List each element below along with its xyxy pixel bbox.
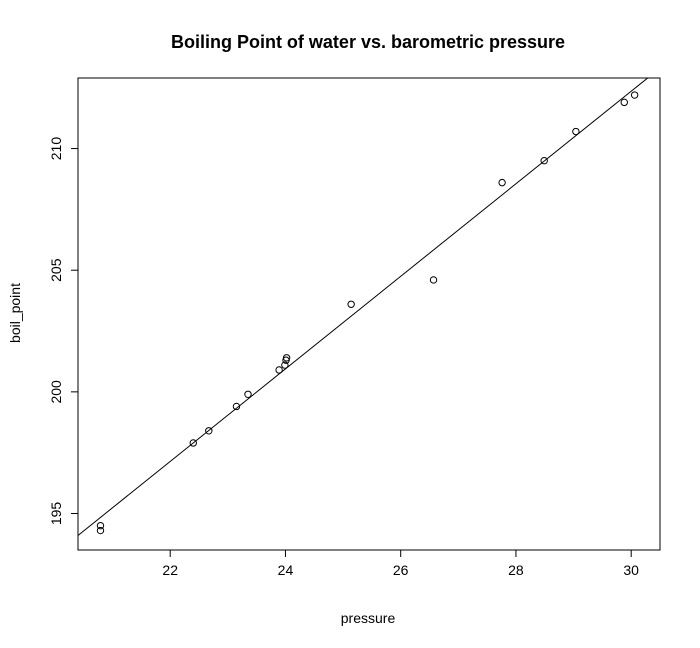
- y-tick-label-195: 195: [48, 502, 64, 526]
- regression-line: [78, 78, 649, 537]
- data-point-14: [572, 127, 580, 136]
- y-tick-label-200: 200: [48, 380, 64, 404]
- data-point-12: [498, 178, 506, 187]
- y-axis-label: boil_point: [7, 283, 23, 343]
- y-tick-label-205: 205: [48, 258, 64, 282]
- x-tick-label-22: 22: [162, 562, 178, 578]
- data-point-11: [429, 276, 438, 284]
- data-point-3: [205, 427, 213, 435]
- data-point-15: [620, 98, 628, 107]
- data-point-10: [347, 300, 355, 308]
- data-point-5: [244, 390, 252, 398]
- x-tick-label-30: 30: [623, 562, 639, 578]
- x-tick-label-28: 28: [508, 562, 524, 578]
- x-axis: 22 24 26 28 30: [162, 549, 639, 578]
- data-point-13: [540, 157, 548, 165]
- y-tick-label-210: 210: [48, 137, 64, 161]
- data-point-16: [630, 91, 639, 99]
- data-point-0: [96, 521, 105, 530]
- y-axis: 195 200 205 210: [48, 137, 79, 526]
- data-point-4: [232, 402, 241, 411]
- data-point-9: [282, 356, 290, 364]
- chart-title: Boiling Point of water vs. barometric pr…: [171, 32, 565, 52]
- data-point-1: [96, 526, 105, 535]
- data-point-6: [275, 366, 283, 374]
- data-point-2: [189, 439, 197, 447]
- x-tick-label-26: 26: [393, 562, 409, 578]
- fit-line-layer: [78, 78, 649, 537]
- x-tick-label-24: 24: [278, 562, 294, 578]
- data-points: [96, 91, 639, 535]
- x-axis-label: pressure: [341, 610, 396, 626]
- plot-frame: [77, 77, 661, 551]
- data-point-7: [281, 361, 289, 369]
